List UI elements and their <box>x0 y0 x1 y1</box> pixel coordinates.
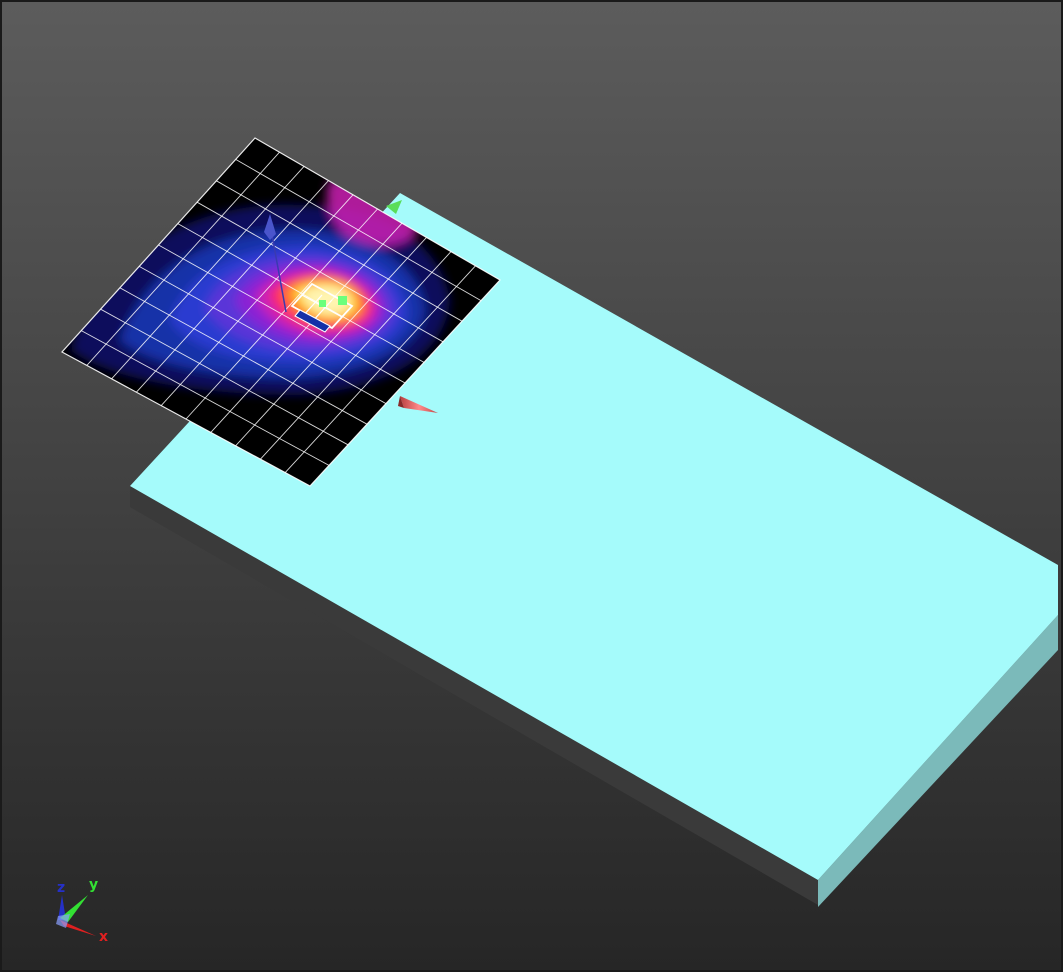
board-shadow-edge <box>130 486 818 905</box>
grid-line <box>100 308 349 446</box>
axis-triad-icon[interactable]: z y x <box>56 877 108 945</box>
component-footprint[interactable] <box>290 282 354 333</box>
heatmap-plane[interactable] <box>61 137 501 487</box>
direction-cone-icon[interactable] <box>398 396 438 413</box>
axis-label-z: z <box>57 880 65 896</box>
grid-line <box>210 222 403 433</box>
grid-line <box>235 237 427 447</box>
axis-label-y: y <box>89 877 98 893</box>
component-pad-blue <box>294 309 331 333</box>
grid-line <box>284 265 476 473</box>
component-marker-green-2 <box>319 300 326 307</box>
heatmap-grid <box>81 151 482 473</box>
source-arrow-shaft <box>271 234 287 313</box>
component-marker-green-1 <box>338 296 347 305</box>
axis-label-x: x <box>99 929 108 945</box>
source-arrow-icon[interactable] <box>264 214 287 313</box>
grid-line <box>260 251 452 460</box>
grid-line <box>138 266 387 404</box>
axis-triad-origin <box>56 914 70 928</box>
board-side-face <box>818 615 1058 907</box>
grid-line <box>158 244 406 384</box>
green-arrow-icon <box>386 200 402 214</box>
source-arrow-head <box>264 214 276 240</box>
grid-line <box>119 287 368 425</box>
grid-line <box>81 330 330 466</box>
axis-triad-x-shaft <box>60 920 96 936</box>
cone-base <box>398 396 404 408</box>
heatmap-outline <box>61 137 501 487</box>
cone-body <box>400 396 438 413</box>
axis-triad-z-shaft <box>58 895 66 920</box>
